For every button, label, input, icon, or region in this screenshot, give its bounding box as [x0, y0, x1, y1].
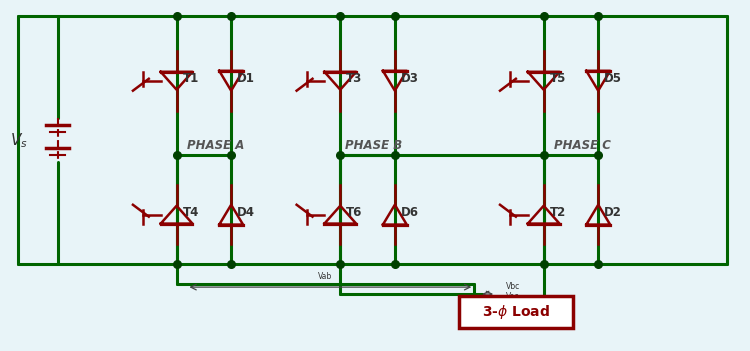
Text: D1: D1: [237, 72, 255, 85]
Text: PHASE B: PHASE B: [345, 139, 403, 152]
Text: Vac: Vac: [506, 292, 520, 301]
Text: T4: T4: [182, 206, 199, 219]
Text: D2: D2: [604, 206, 622, 219]
Text: Vab: Vab: [318, 272, 332, 281]
Text: 3-$\phi$ Load: 3-$\phi$ Load: [482, 303, 550, 321]
Text: T1: T1: [182, 72, 199, 85]
Text: T2: T2: [550, 206, 566, 219]
Text: D6: D6: [400, 206, 418, 219]
Text: PHASE C: PHASE C: [554, 139, 610, 152]
Text: $V_s$: $V_s$: [10, 131, 28, 150]
Text: D5: D5: [604, 72, 622, 85]
Text: T5: T5: [550, 72, 566, 85]
Text: D3: D3: [400, 72, 418, 85]
Text: PHASE A: PHASE A: [187, 139, 244, 152]
FancyBboxPatch shape: [459, 296, 574, 328]
Text: Vbc: Vbc: [506, 282, 520, 291]
Text: D4: D4: [237, 206, 255, 219]
Text: T3: T3: [346, 72, 362, 85]
Text: T6: T6: [346, 206, 362, 219]
